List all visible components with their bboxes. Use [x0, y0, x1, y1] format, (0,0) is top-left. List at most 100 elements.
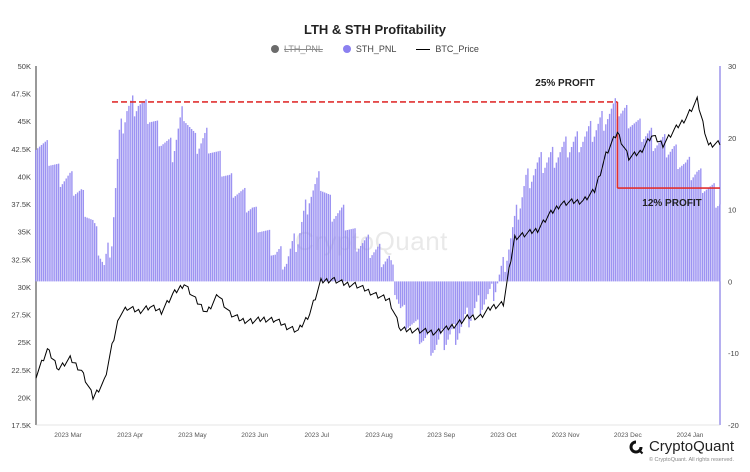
sth-bar	[247, 210, 250, 282]
price-line-icon	[416, 48, 431, 50]
sth-bar	[648, 130, 651, 282]
x-tick-label: 2023 Mar	[54, 432, 82, 439]
sth-bar	[363, 240, 366, 282]
sth-bar	[660, 139, 662, 282]
legend-item-lth[interactable]: LTH_PNL	[271, 44, 323, 54]
sth-bar	[529, 188, 531, 282]
sth-bar	[405, 281, 407, 330]
sth-bar	[251, 207, 254, 282]
sth-bar	[217, 151, 219, 282]
sth-bar	[63, 181, 65, 282]
sth-bar	[593, 136, 596, 282]
sth-bar	[44, 141, 46, 282]
price-series	[35, 95, 721, 401]
sth-bar	[76, 192, 79, 282]
sth-bar	[99, 258, 102, 282]
sth-bar	[622, 110, 624, 282]
sth-bar	[97, 255, 100, 282]
sth-bar	[50, 165, 52, 282]
sth-bar	[130, 100, 132, 282]
sth-bar	[259, 232, 261, 282]
sth-bar	[711, 184, 713, 282]
sth-bar	[278, 249, 280, 282]
sth-bar	[388, 255, 390, 282]
sth-bar	[263, 231, 265, 282]
sth-bar	[466, 281, 468, 308]
x-tick-label: 2023 Oct	[490, 432, 517, 439]
sth-bar	[607, 119, 609, 282]
sth-bar	[462, 281, 464, 321]
sth-bar	[491, 281, 493, 284]
sth-bar	[401, 281, 404, 307]
sth-bar	[643, 139, 645, 282]
sth-bar	[42, 143, 45, 282]
sth-bar	[506, 260, 508, 282]
sth-bar	[641, 141, 643, 282]
sth-bar	[422, 281, 425, 341]
sth-bar	[373, 252, 375, 282]
sth-bar	[654, 148, 656, 282]
sth-bar	[627, 128, 630, 282]
sth-bar	[637, 120, 639, 282]
sth-bar	[599, 117, 601, 282]
sth-bar	[189, 127, 191, 282]
sth-bar	[669, 151, 672, 282]
sth-bar	[677, 169, 679, 282]
sth-bar	[428, 281, 430, 333]
sth-bar	[608, 113, 611, 282]
sth-bar	[211, 152, 214, 282]
sth-bar	[464, 281, 466, 315]
sth-bar	[306, 214, 309, 282]
sth-bar	[88, 218, 90, 282]
brand: CryptoQuant	[628, 438, 734, 455]
left-tick-label: 20K	[18, 393, 31, 402]
sth-bar	[515, 204, 518, 282]
sth-marker-icon	[342, 45, 351, 53]
sth-bar	[403, 281, 406, 305]
legend-item-price[interactable]: BTC_Price	[416, 44, 479, 54]
sth-bar	[407, 281, 409, 328]
legend-label-price: BTC_Price	[435, 44, 479, 54]
sth-bar	[441, 281, 444, 330]
sth-bar	[595, 130, 597, 282]
sth-bar	[512, 227, 514, 282]
sth-bar	[430, 281, 432, 356]
sth-bar	[187, 125, 189, 282]
sth-bar	[132, 95, 134, 282]
sth-bar	[436, 281, 438, 345]
sth-bar	[219, 150, 221, 282]
sth-bar	[266, 230, 269, 282]
sth-bar	[371, 255, 373, 282]
sth-bar	[223, 176, 225, 282]
sth-bar	[173, 151, 176, 282]
sth-bar	[544, 167, 546, 282]
sth-bar	[322, 191, 324, 282]
sth-bar	[255, 206, 257, 282]
sth-bar	[337, 213, 339, 282]
sth-bar	[686, 159, 689, 282]
sth-bar	[181, 106, 183, 282]
left-axis: 17.5K 20K 22.5K 25K 27.5K 30K 32.5K 35K 37.5K 40K…	[11, 62, 37, 430]
sth-bar	[667, 154, 670, 282]
sth-bar	[365, 237, 368, 282]
sth-bar	[493, 281, 495, 302]
sth-bar	[445, 281, 447, 345]
sth-bar	[396, 281, 398, 300]
sth-bar	[513, 215, 516, 282]
sth-bar	[160, 145, 162, 282]
sth-bar	[35, 149, 37, 282]
sth-bar	[715, 207, 717, 282]
sth-bar	[202, 138, 204, 282]
sth-bar	[323, 192, 326, 282]
sth-bar	[280, 246, 282, 282]
sth-bar	[698, 170, 700, 282]
sth-bar	[650, 127, 653, 282]
legend-item-sth[interactable]: STH_PNL	[342, 44, 396, 54]
sth-bar	[502, 256, 504, 282]
sth-bar	[437, 281, 440, 340]
sth-bar	[350, 229, 352, 282]
sth-bar	[561, 146, 563, 282]
sth-bar	[156, 120, 159, 282]
sth-bar	[152, 121, 155, 282]
sth-bar	[208, 153, 210, 282]
